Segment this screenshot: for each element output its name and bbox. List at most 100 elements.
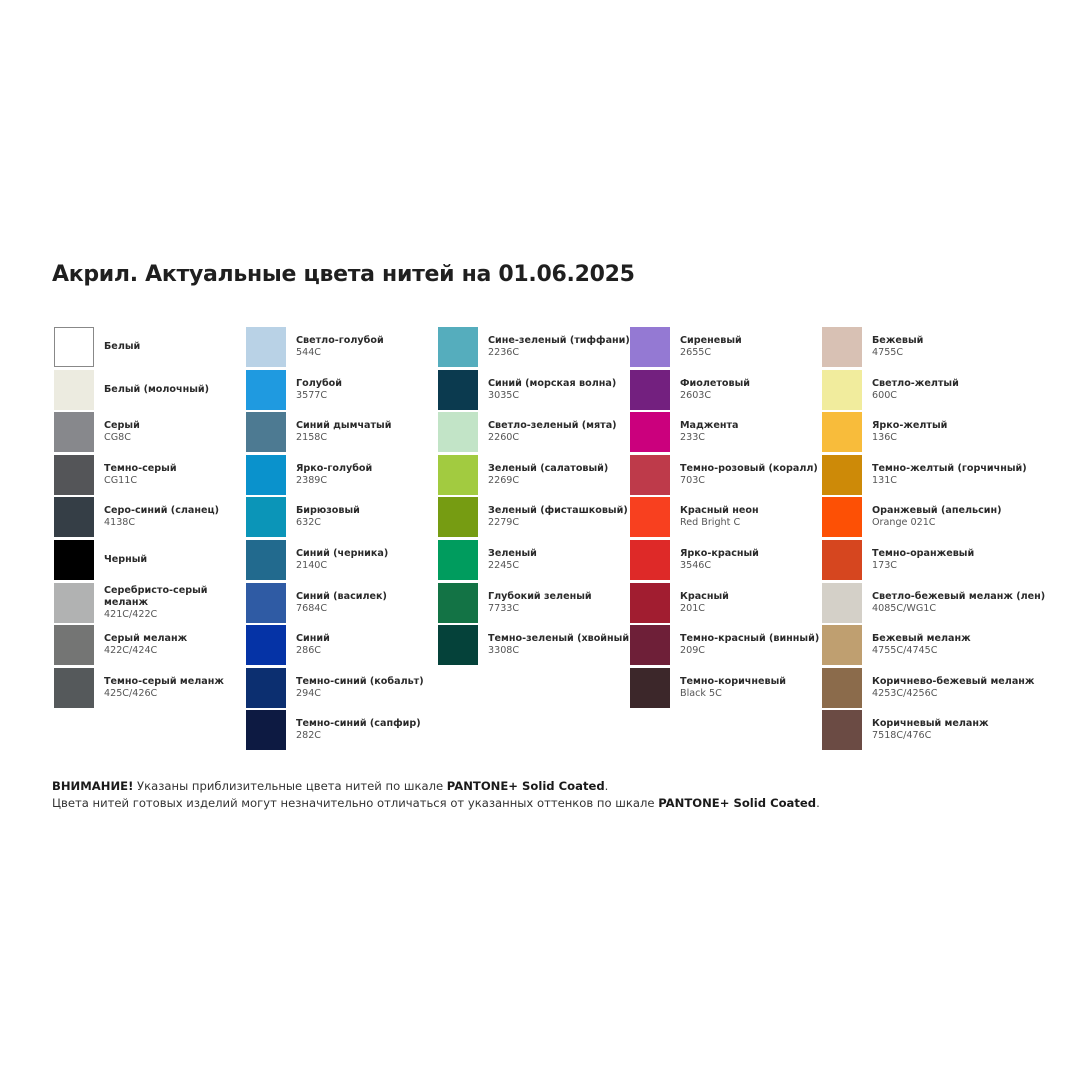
color-swatch xyxy=(246,667,286,708)
color-label: Бежевый меланж 4755C/4745C xyxy=(872,625,971,665)
color-swatch xyxy=(54,454,94,495)
color-swatch xyxy=(54,625,94,666)
color-label: Голубой 3577C xyxy=(296,370,342,410)
color-swatch xyxy=(246,625,286,666)
pantone-code: 2236C xyxy=(488,347,520,358)
color-name: Голубой xyxy=(296,377,342,389)
color-swatch xyxy=(438,369,478,410)
color-name: Глубокий зеленый xyxy=(488,590,592,602)
pantone-code: CG8C xyxy=(104,432,131,444)
color-swatch xyxy=(246,582,286,623)
color-label: Ярко-желтый 136C xyxy=(872,412,947,452)
color-name: Сине-зеленый (тиффани) xyxy=(488,335,630,346)
color-label: Светло-желтый 600C xyxy=(872,370,959,410)
pantone-code: 4755C xyxy=(872,347,904,358)
color-swatch xyxy=(54,539,94,580)
pantone-code: Red Bright C xyxy=(680,517,741,529)
color-name: Синий (василек) xyxy=(296,590,387,602)
pantone-code: 173C xyxy=(872,559,898,571)
pantone-code: Orange 021C xyxy=(872,517,936,529)
notice-line-1: ВНИМАНИЕ! Указаны приблизительные цвета … xyxy=(52,779,608,793)
color-name: Белый xyxy=(104,341,141,352)
notice-line-2: Цвета нитей готовых изделий могут незнач… xyxy=(52,796,820,810)
color-label: Зеленый (салатовый) 2269C xyxy=(488,455,608,495)
color-swatch xyxy=(54,497,94,538)
color-label: Красный 201C xyxy=(680,583,729,623)
color-label: Темно-коричневый Black 5C xyxy=(680,668,786,708)
color-swatch xyxy=(630,412,670,453)
color-name: Оранжевый (апельсин) xyxy=(872,505,1002,517)
pantone-code: 3577C xyxy=(296,389,328,401)
color-swatch xyxy=(822,582,862,623)
pantone-code: 286C xyxy=(296,645,322,657)
color-label: Белый xyxy=(104,327,140,367)
color-label: Сиреневый 2655C xyxy=(680,327,742,367)
color-label: Темно-красный (винный) 209C xyxy=(680,625,819,665)
pantone-code: 425C/426C xyxy=(104,687,158,699)
pantone-code: 3308C xyxy=(488,645,520,657)
notice-text: . xyxy=(816,796,820,810)
pantone-code: 421C/422C xyxy=(104,608,158,620)
color-label: Зеленый (фисташковый) 2279C xyxy=(488,497,628,537)
color-name: Серый xyxy=(104,420,140,432)
color-swatch xyxy=(54,327,94,367)
pantone-code: 233C xyxy=(680,432,706,444)
color-label: Красный неон Red Bright C xyxy=(680,497,759,537)
pantone-code: Black 5C xyxy=(680,687,722,699)
color-swatch xyxy=(630,497,670,538)
pantone-code: 2603C xyxy=(680,389,712,401)
color-swatch xyxy=(246,369,286,410)
pantone-code: 131C xyxy=(872,474,898,486)
color-label: Ярко-красный 3546C xyxy=(680,540,759,580)
color-label: Серый меланж 422C/424C xyxy=(104,625,187,665)
color-swatch xyxy=(822,710,862,751)
color-label: Синий (морская волна) 3035C xyxy=(488,370,616,410)
notice-emphasis: PANTONE+ Solid Coated xyxy=(658,796,817,810)
color-swatch xyxy=(246,327,286,367)
color-name: Светло-желтый xyxy=(872,377,959,389)
notice-text: Указаны приблизительные цвета нитей по ш… xyxy=(133,779,447,793)
color-label: Бежевый 4755C xyxy=(872,327,923,367)
color-name: Ярко-желтый xyxy=(872,420,948,432)
color-name: Темно-синий (сапфир) xyxy=(296,718,421,730)
pantone-code: 282C xyxy=(296,730,322,742)
color-name: Сиреневый xyxy=(680,335,742,346)
color-name: Бирюзовый xyxy=(296,505,360,517)
color-swatch xyxy=(630,369,670,410)
color-swatch xyxy=(246,454,286,495)
color-name: Темно-зеленый (хвойный) xyxy=(488,633,634,645)
color-swatch xyxy=(822,369,862,410)
color-swatch xyxy=(54,667,94,708)
color-swatch xyxy=(438,454,478,495)
pantone-code: 4085C/WG1C xyxy=(872,602,937,614)
pantone-code: 632C xyxy=(296,517,322,529)
pantone-code: 2655C xyxy=(680,347,712,358)
color-name: Темно-серый xyxy=(104,462,177,474)
color-label: Синий (черника) 2140C xyxy=(296,540,388,580)
color-label: Светло-зеленый (мята) 2260C xyxy=(488,412,617,452)
color-name: Синий xyxy=(296,633,330,645)
color-name: Красный неон xyxy=(680,505,759,517)
color-name: Темно-коричневый xyxy=(680,675,786,687)
pantone-code: 136C xyxy=(872,432,898,444)
color-name: Белый (молочный) xyxy=(104,383,210,395)
color-name: Фиолетовый xyxy=(680,377,750,389)
color-label: Темно-серый CG11C xyxy=(104,455,177,495)
color-swatch xyxy=(438,327,478,367)
color-label: Бирюзовый 632C xyxy=(296,497,360,537)
color-label: Темно-синий (сапфир) 282C xyxy=(296,710,421,750)
color-name: Светло-зеленый (мята) xyxy=(488,420,617,432)
color-name: Темно-серый меланж xyxy=(104,675,224,687)
pantone-code: 2389C xyxy=(296,474,328,486)
color-label: Темно-зеленый (хвойный) 3308C xyxy=(488,625,633,665)
pantone-code: 2140C xyxy=(296,559,328,571)
color-label: Светло-голубой 544C xyxy=(296,327,384,367)
color-label: Маджента 233C xyxy=(680,412,739,452)
color-label: Темно-серый меланж 425C/426C xyxy=(104,668,224,708)
pantone-code: 544C xyxy=(296,347,322,358)
pantone-code: 294C xyxy=(296,687,322,699)
notice-emphasis: ВНИМАНИЕ! xyxy=(52,779,134,793)
color-swatch xyxy=(822,539,862,580)
color-name: Светло-бежевый меланж (лен) xyxy=(872,590,1046,602)
color-label: Коричневый меланж 7518C/476C xyxy=(872,710,989,750)
